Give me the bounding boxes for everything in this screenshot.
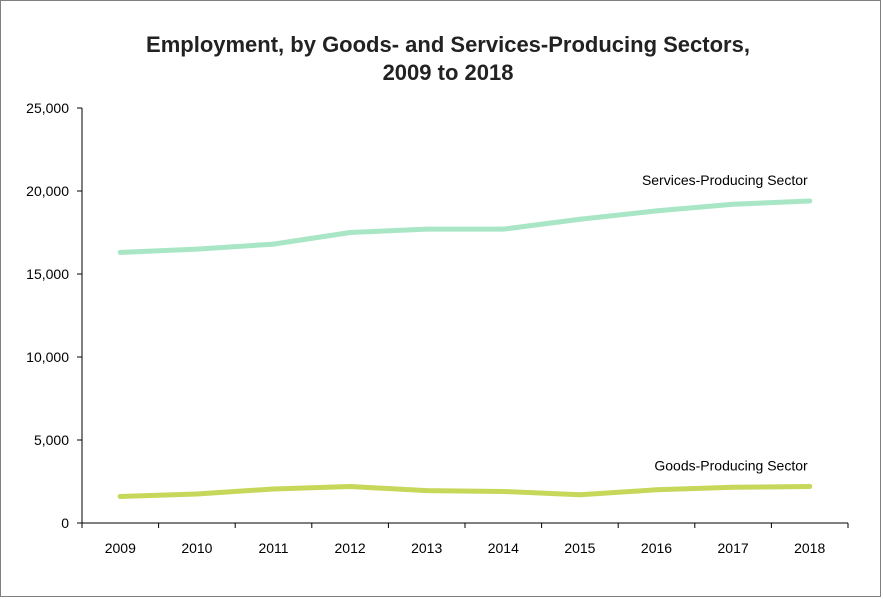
data-point — [577, 492, 583, 498]
x-tick-label: 2015 — [564, 540, 595, 556]
chart-subtitle: 2009 to 2018 — [383, 60, 514, 85]
data-point — [117, 493, 123, 499]
series-group: Services-Producing Sector Goods-Producing… — [117, 172, 813, 499]
y-tick-label: 20,000 — [26, 183, 69, 199]
chart-title-group: Employment, by Goods- and Services-Produ… — [146, 32, 750, 85]
data-point — [500, 488, 506, 494]
data-point — [271, 241, 276, 247]
data-point — [271, 486, 276, 492]
data-point — [730, 484, 736, 490]
series-line-1 — [117, 198, 813, 255]
y-tick-label: 10,000 — [26, 349, 69, 365]
data-point — [424, 488, 430, 494]
data-point — [194, 246, 200, 252]
data-point — [577, 216, 583, 222]
x-tick-label: 2010 — [181, 540, 212, 556]
y-tick-label: 5,000 — [34, 432, 69, 448]
series-label-2: Goods-Producing Sector — [654, 457, 808, 473]
x-tick-label: 2009 — [105, 540, 136, 556]
data-point — [730, 201, 736, 207]
x-tick-label: 2012 — [335, 540, 366, 556]
data-point — [654, 487, 659, 493]
data-point — [117, 249, 123, 255]
x-tick-label: 2014 — [488, 540, 519, 556]
data-point — [347, 230, 353, 235]
x-tick-label: 2017 — [718, 540, 749, 556]
data-point — [807, 483, 813, 489]
data-point — [424, 226, 430, 232]
data-point — [807, 198, 813, 204]
axes: 0 5,000 10,000 15,000 20,000 25,000 2009 2010 20… — [26, 100, 849, 556]
data-point — [654, 208, 659, 214]
x-tick-label: 2018 — [794, 540, 825, 556]
data-point — [500, 226, 506, 232]
data-point — [194, 491, 200, 497]
y-tick-label: 0 — [61, 515, 69, 531]
data-point — [347, 483, 353, 489]
y-tick-label: 25,000 — [26, 100, 69, 116]
series-label-1: Services-Producing Sector — [642, 172, 808, 188]
x-tick-label: 2013 — [411, 540, 442, 556]
x-tick-label: 2016 — [641, 540, 672, 556]
chart-title: Employment, by Goods- and Services-Produ… — [146, 32, 750, 57]
y-tick-label: 15,000 — [26, 266, 69, 282]
series-line-2 — [117, 483, 813, 499]
x-tick-label: 2011 — [258, 540, 288, 556]
